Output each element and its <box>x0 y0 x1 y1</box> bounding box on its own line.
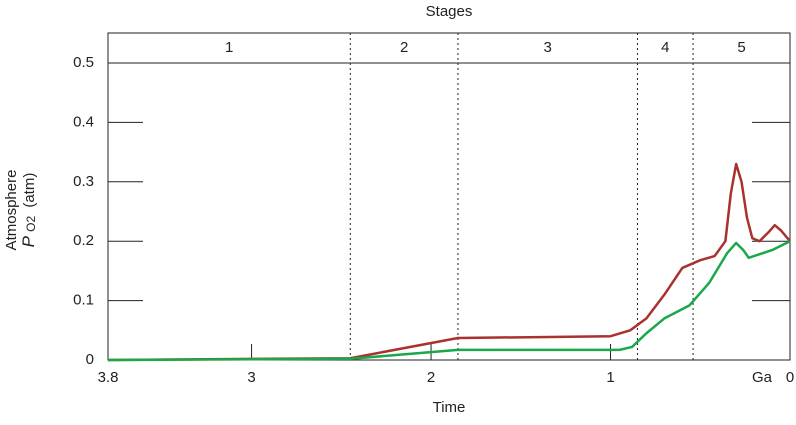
data-line <box>107 240 791 362</box>
x-tick-label: 0 <box>786 369 794 386</box>
y-label-symbol: P <box>19 235 38 247</box>
x-axis-label: Time <box>433 399 466 416</box>
x-tick-label: 1 <box>606 369 614 386</box>
x-unit-label: Ga <box>752 369 773 386</box>
y-label-subscript: O2 <box>24 216 38 232</box>
chart-title: Stages <box>426 3 473 20</box>
y-tick-label: 0.4 <box>73 113 94 130</box>
x-tick-label: 2 <box>427 369 435 386</box>
x-tick-label: 3 <box>247 369 255 386</box>
stage-label: 3 <box>544 39 552 56</box>
y-tick-label: 0.1 <box>73 292 94 309</box>
y-axis-label: Atmosphere P O2 (atm) <box>3 170 39 251</box>
frame <box>107 32 791 361</box>
y-tick-label: 0.3 <box>73 173 94 190</box>
stage-label: 2 <box>400 39 408 56</box>
y-tick-label: 0.2 <box>73 232 94 249</box>
y-label-unit: (atm) <box>21 173 38 208</box>
stage-label: 1 <box>225 39 233 56</box>
data-line <box>107 162 791 362</box>
y-label-line: Atmosphere <box>3 170 20 251</box>
y-tick-label: 0 <box>86 351 94 368</box>
stage-label: 5 <box>737 39 745 56</box>
x-tick-label: 3.8 <box>98 369 119 386</box>
stage-label: 4 <box>661 39 669 56</box>
y-label-line: P O2 (atm) <box>19 173 39 248</box>
y-tick-label: 0.5 <box>73 54 94 71</box>
